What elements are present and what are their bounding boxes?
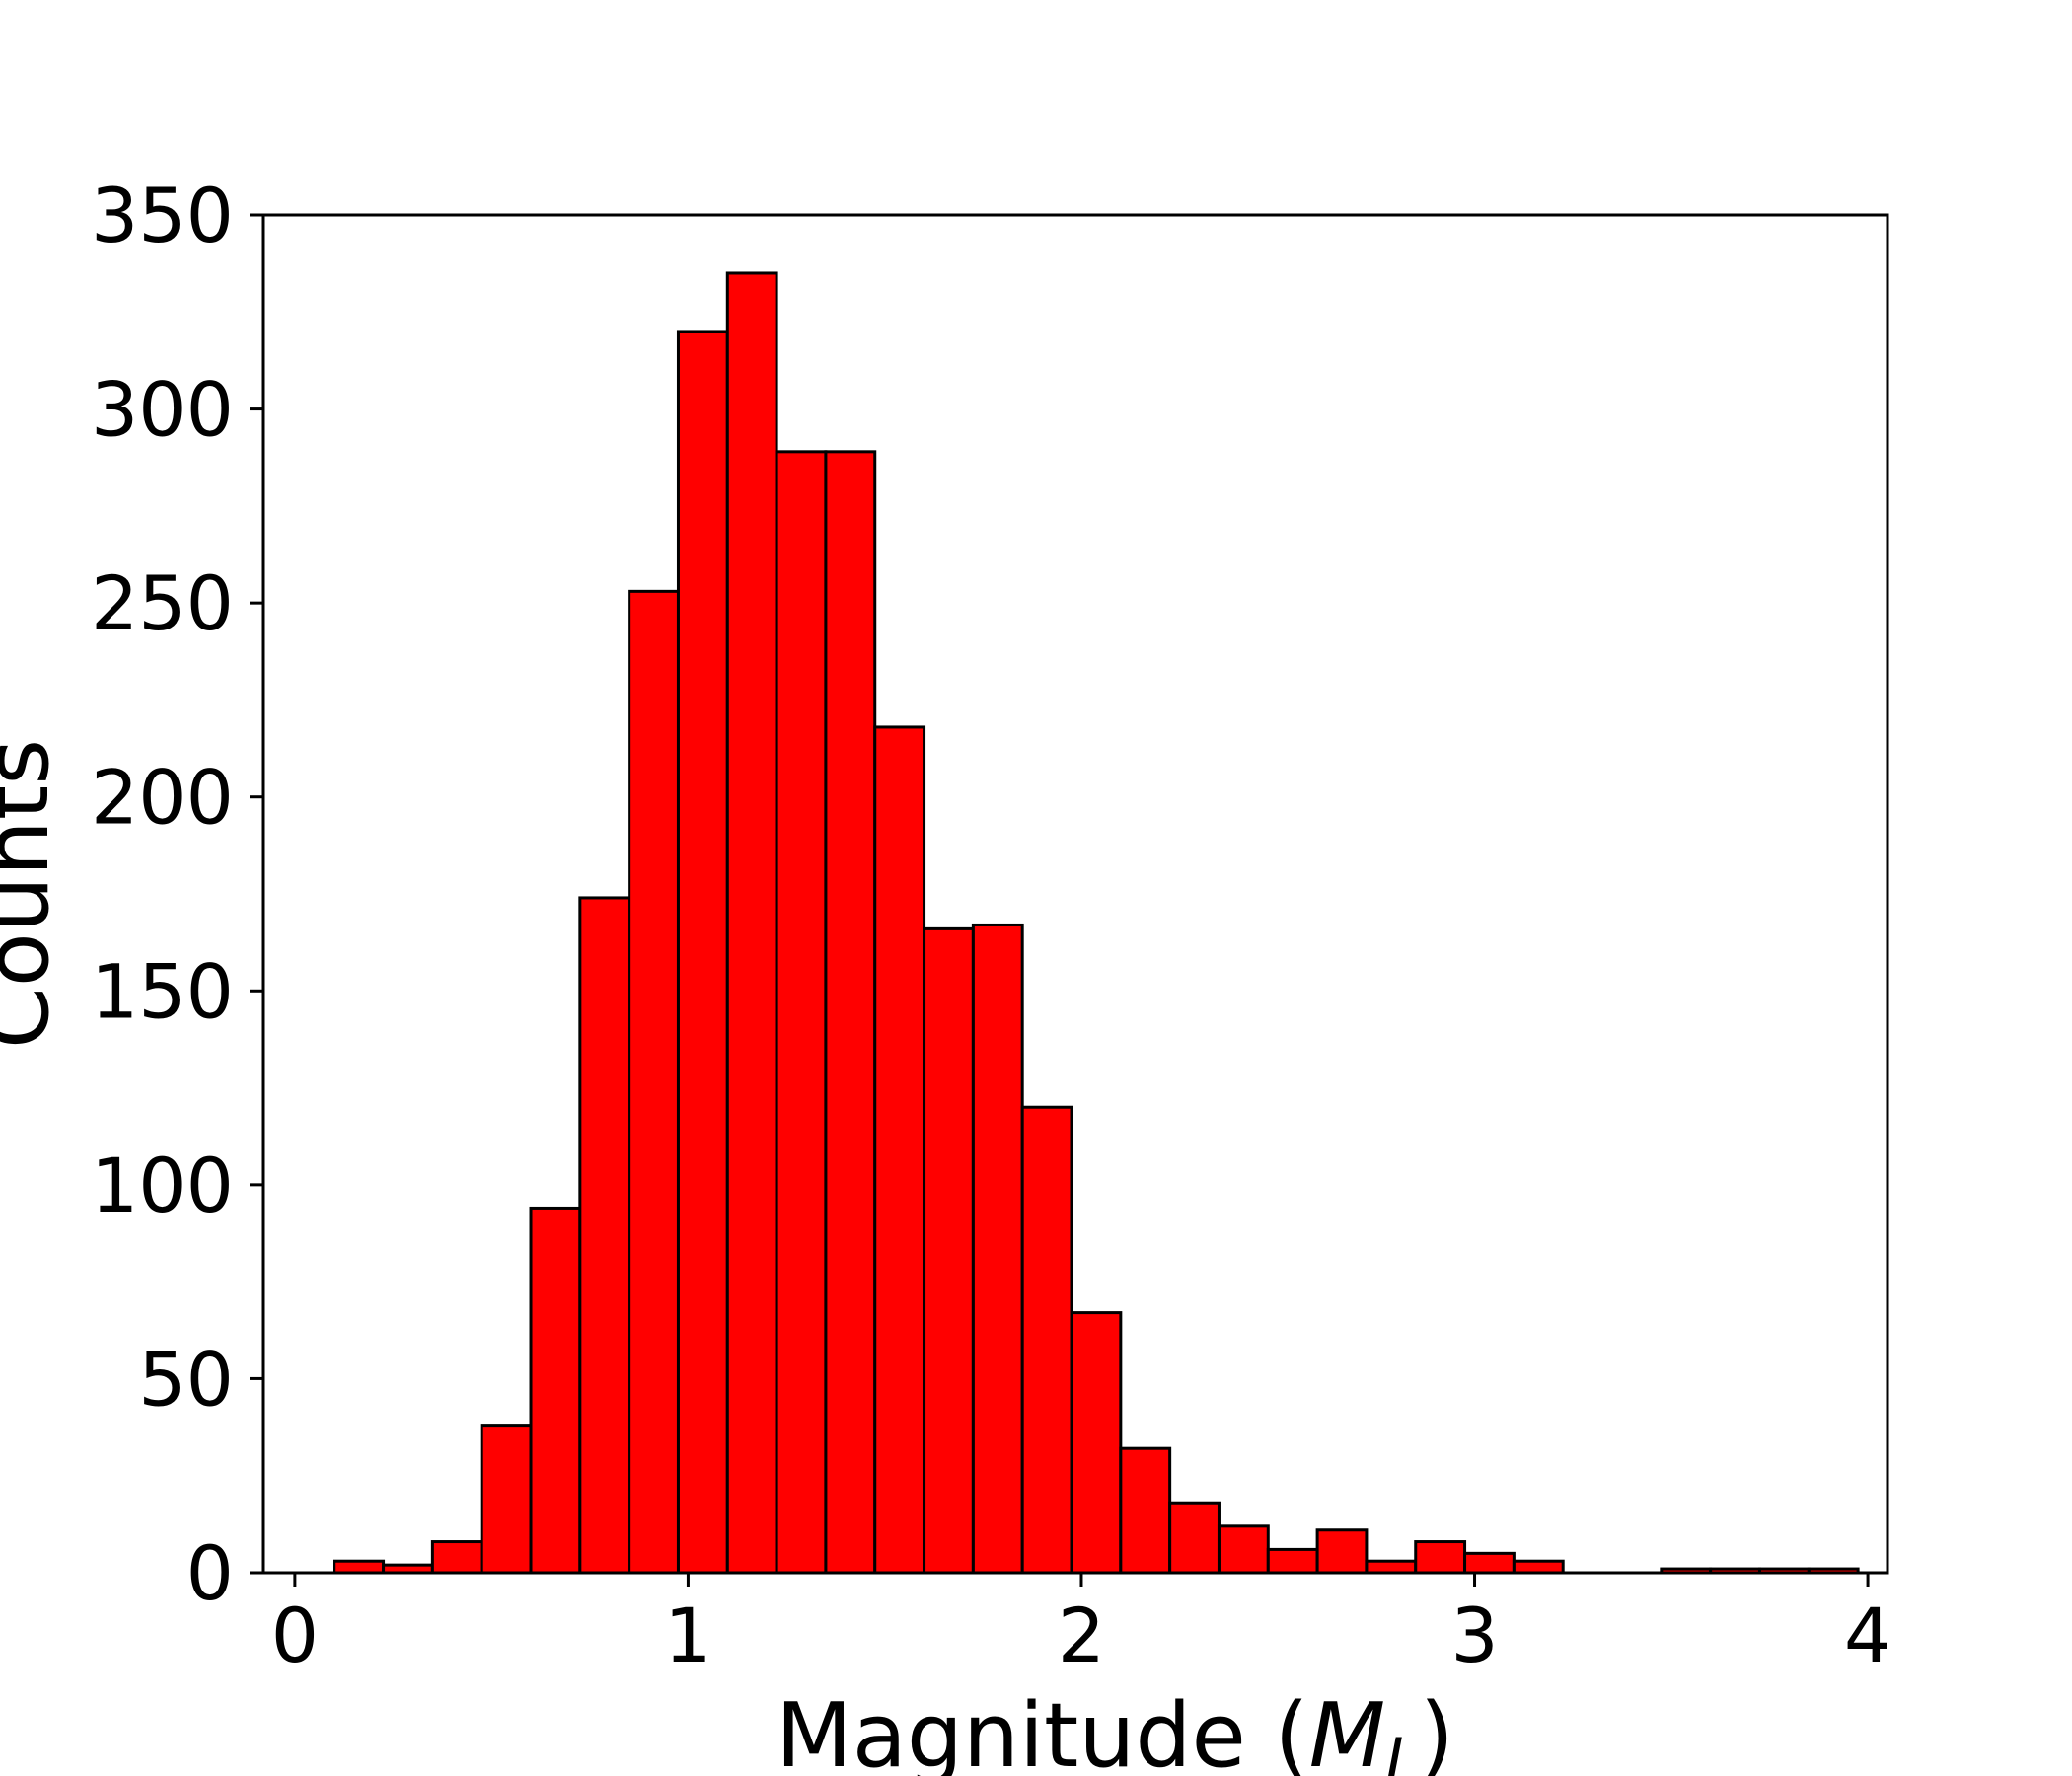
histogram-bar [578,896,631,1575]
histogram-bar [1315,1528,1369,1575]
y-tick-label: 150 [91,947,234,1035]
y-tick-label: 100 [91,1142,234,1229]
histogram-bar [873,725,926,1575]
x-tick-label: 4 [1844,1591,1891,1679]
histogram-bar [676,330,729,1575]
histogram-bar [430,1540,483,1575]
x-axis-title: Magnitude (ML) [776,1684,1454,1776]
y-tick-label: 350 [91,172,234,259]
x-axis-title-subscript: L [1385,1725,1420,1776]
x-axis-title-symbol: M [1309,1684,1386,1776]
x-tick-label: 3 [1450,1591,1498,1679]
histogram-bar [333,1559,386,1575]
x-axis-ticks: 0 1 2 3 4 [271,1573,1891,1679]
histogram-bar [824,450,877,1575]
histogram-bar [1512,1559,1565,1575]
histogram-bar [971,923,1024,1575]
histogram-bars [333,271,1860,1575]
x-tick-label: 1 [664,1591,711,1679]
x-axis-title-text: Magnitude ( [776,1684,1309,1776]
y-tick-label: 200 [91,754,234,842]
y-tick-label: 300 [91,366,234,454]
histogram-bar [1020,1105,1073,1575]
x-axis-title-close: ) [1420,1684,1454,1776]
histogram-bar [1168,1501,1221,1575]
histogram-bar [628,589,680,1575]
x-tick-label: 2 [1058,1591,1105,1679]
histogram-bar [480,1424,533,1575]
histogram-bar [725,271,778,1575]
y-axis-title: Counts [0,739,69,1049]
y-axis-ticks: 0 50 100 150 200 250 300 350 [91,172,263,1617]
histogram-bar [1217,1524,1270,1575]
histogram-bar [529,1206,582,1575]
histogram-bar [775,450,828,1575]
x-tick-label: 0 [271,1591,319,1679]
plot-frame [261,213,1889,1575]
histogram-bar [1365,1559,1418,1575]
histogram-bar [1414,1540,1467,1575]
histogram-bar [1070,1311,1123,1575]
y-tick-label: 50 [138,1335,234,1423]
y-tick-label: 250 [91,559,234,647]
y-tick-label: 0 [186,1529,234,1617]
histogram-bar [1266,1547,1319,1575]
histogram-bar [1463,1551,1516,1575]
histogram-bar [923,926,975,1575]
histogram-bar [1119,1446,1172,1575]
